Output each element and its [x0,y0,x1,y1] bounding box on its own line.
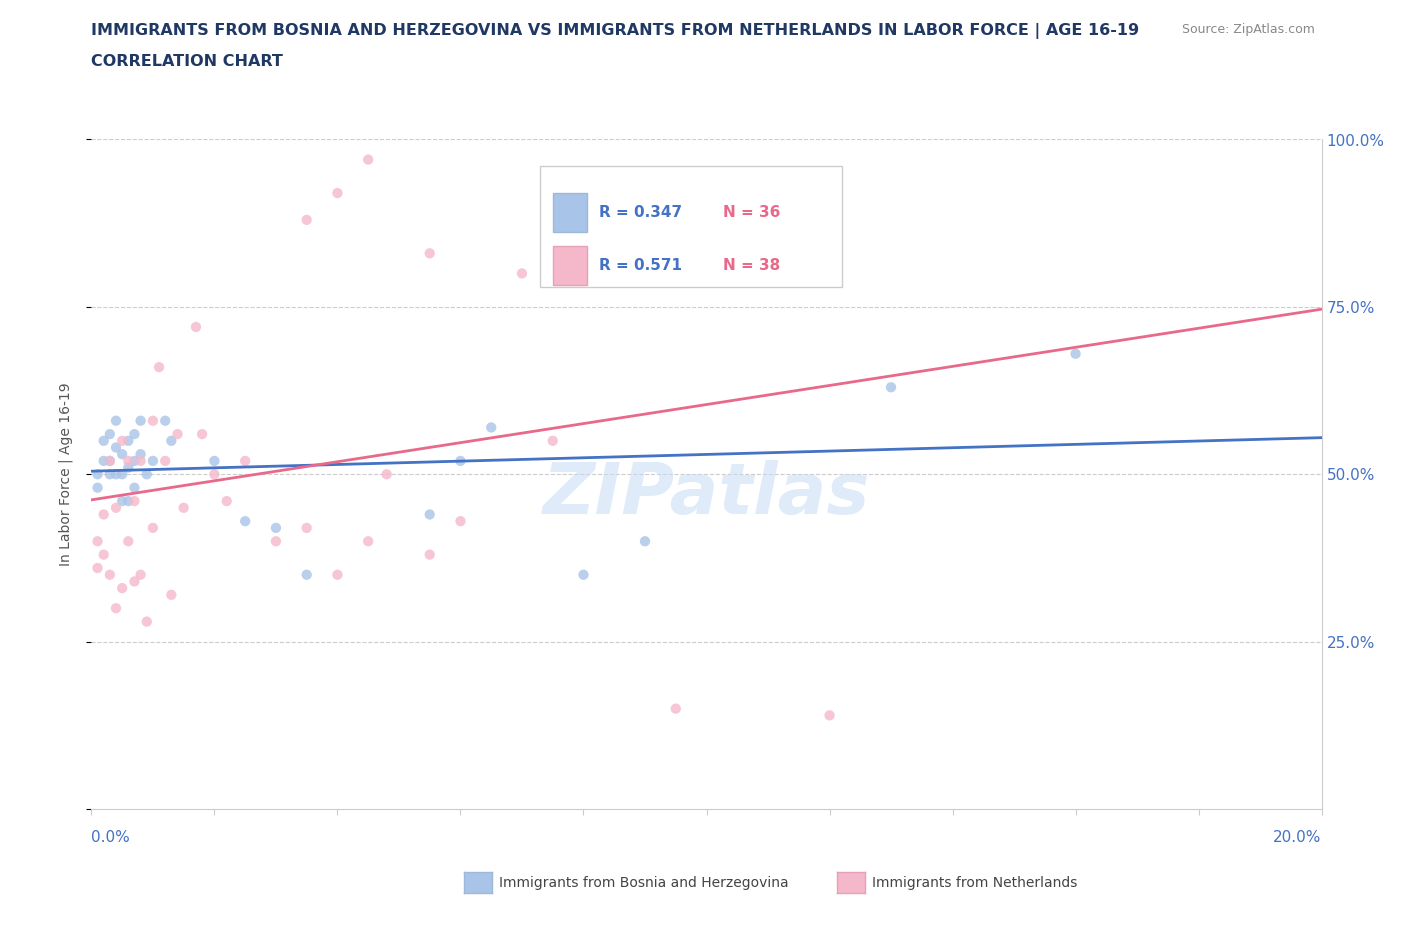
Y-axis label: In Labor Force | Age 16-19: In Labor Force | Age 16-19 [59,382,73,566]
Point [93,433,115,448]
Point [93,454,115,469]
Point [98,567,121,582]
Point [111,494,134,509]
Point [375,467,398,482]
Point [153,413,177,428]
Text: ZIPatlas: ZIPatlas [543,460,870,529]
Point [449,513,471,528]
Point [135,467,157,482]
Point [117,454,139,469]
Point [142,521,165,536]
Point [105,467,127,482]
Point [129,446,152,461]
Point [215,494,238,509]
Point [264,521,287,536]
Point [111,433,134,448]
Point [148,360,170,375]
Point [419,507,441,522]
Text: R = 0.347: R = 0.347 [599,205,682,219]
Point [419,547,441,562]
Point [173,500,195,515]
Point [665,253,688,268]
Point [86,467,108,482]
Point [510,266,533,281]
Point [357,153,380,167]
FancyBboxPatch shape [553,246,588,285]
Point [665,701,688,716]
Point [449,454,471,469]
Point [818,708,841,723]
Point [135,614,157,629]
Point [541,433,564,448]
Point [105,601,127,616]
Point [98,467,121,482]
Text: IMMIGRANTS FROM BOSNIA AND HERZEGOVINA VS IMMIGRANTS FROM NETHERLANDS IN LABOR F: IMMIGRANTS FROM BOSNIA AND HERZEGOVINA V… [91,23,1139,39]
Point [129,413,152,428]
Point [1064,346,1087,361]
Point [117,460,139,475]
Point [117,534,139,549]
Point [326,567,349,582]
Point [160,433,183,448]
Point [124,574,146,589]
Point [202,467,225,482]
Point [166,427,188,442]
Point [98,427,121,442]
Point [117,494,139,509]
Point [124,480,146,495]
Text: N = 38: N = 38 [723,258,780,272]
Text: N = 36: N = 36 [723,205,780,219]
Point [479,420,502,435]
Point [86,534,108,549]
Point [98,454,121,469]
Point [634,534,657,549]
Point [153,454,177,469]
Point [111,467,134,482]
Point [142,413,165,428]
Text: 20.0%: 20.0% [1274,830,1322,844]
Point [124,494,146,509]
Text: Source: ZipAtlas.com: Source: ZipAtlas.com [1181,23,1315,36]
Point [129,567,152,582]
Point [295,521,318,536]
Point [357,534,380,549]
Point [129,454,152,469]
Point [880,379,903,394]
Point [86,561,108,576]
Point [326,186,349,201]
Point [202,454,225,469]
Text: CORRELATION CHART: CORRELATION CHART [91,54,283,69]
Text: 0.0%: 0.0% [91,830,131,844]
Text: R = 0.571: R = 0.571 [599,258,682,272]
Text: Immigrants from Netherlands: Immigrants from Netherlands [872,875,1077,890]
Point [105,413,127,428]
Point [93,507,115,522]
Point [184,320,207,335]
Point [98,454,121,469]
Point [105,500,127,515]
Point [160,588,183,603]
FancyBboxPatch shape [553,193,588,232]
Point [117,433,139,448]
Point [295,567,318,582]
FancyBboxPatch shape [540,166,842,286]
Point [419,246,441,260]
Point [93,547,115,562]
Point [111,580,134,595]
Point [233,513,256,528]
Point [105,440,127,455]
Point [264,534,287,549]
Point [124,427,146,442]
Text: Immigrants from Bosnia and Herzegovina: Immigrants from Bosnia and Herzegovina [499,875,789,890]
Point [572,567,595,582]
Point [86,480,108,495]
Point [696,166,718,180]
Point [233,454,256,469]
Point [124,454,146,469]
Point [295,212,318,227]
Point [142,454,165,469]
Point [111,446,134,461]
Point [191,427,214,442]
